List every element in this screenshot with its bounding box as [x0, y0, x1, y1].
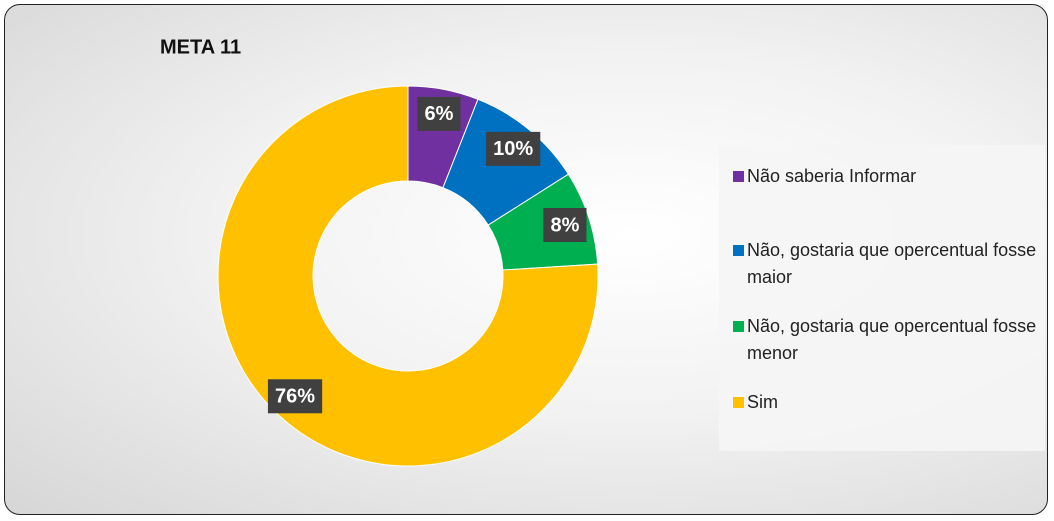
- data-label: 8%: [550, 214, 579, 236]
- legend-swatch: [733, 321, 744, 332]
- data-label: 10%: [493, 138, 533, 160]
- legend-swatch: [733, 245, 744, 256]
- data-label-box: [267, 379, 323, 414]
- legend-label: Não saberia Informar: [747, 166, 917, 186]
- data-label-box: [543, 208, 587, 243]
- data-label-box: [417, 96, 461, 131]
- legend-item: Não saberia Informar: [733, 163, 1047, 190]
- data-label-group: 6%: [417, 96, 461, 131]
- legend-item: Sim: [733, 389, 1047, 416]
- donut-slice: [217, 85, 599, 467]
- data-label-box: [486, 131, 541, 166]
- legend-label: Não, gostaria que opercentual fosse meno…: [747, 316, 1037, 363]
- data-label-group: 10%: [486, 131, 541, 166]
- legend-swatch: [733, 397, 744, 408]
- data-label: 6%: [424, 103, 453, 125]
- data-label-group: 8%: [543, 208, 587, 243]
- chart-title: META 11: [160, 36, 241, 58]
- chart-frame: META 11 6% 10% 8% 76% Não saberia Informar N…: [4, 4, 1048, 515]
- legend-label: Não, gostaria que opercentual fosse maio…: [747, 240, 1037, 287]
- data-label-group: 76%: [267, 379, 323, 414]
- chart: META 11 6% 10% 8% 76%: [160, 36, 599, 467]
- legend-swatch: [733, 171, 744, 182]
- legend-label: Sim: [747, 392, 778, 412]
- legend-item: Não, gostaria que opercentual fosse meno…: [733, 313, 1047, 367]
- legend: Não saberia Informar Não, gostaria que op…: [719, 145, 1045, 451]
- data-label: 76%: [275, 386, 315, 408]
- legend-item: Não, gostaria que opercentual fosse maio…: [733, 237, 1047, 291]
